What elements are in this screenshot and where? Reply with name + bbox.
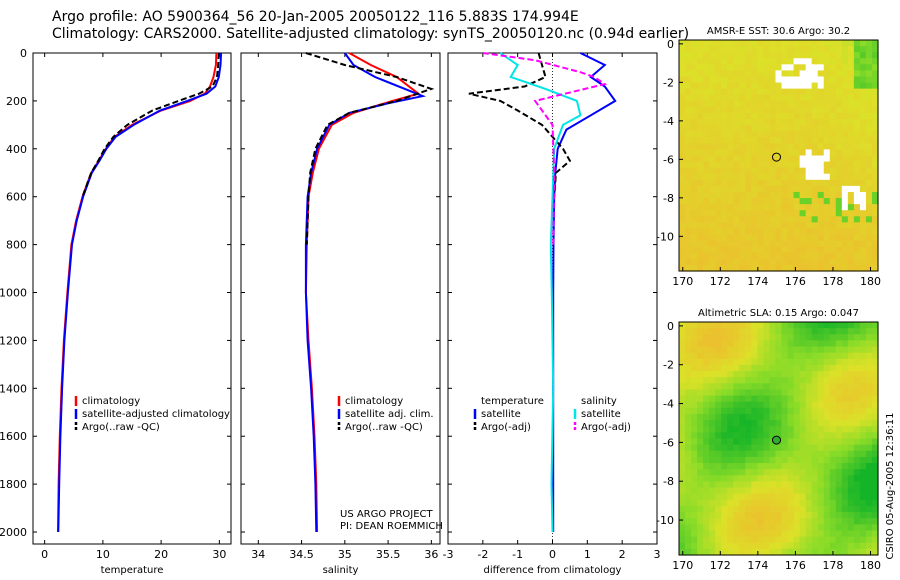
depth-tick-label: 800	[6, 239, 27, 252]
sla-map-field	[679, 322, 879, 556]
difference-xtick-label: 1	[584, 548, 591, 561]
sla-xtick-label: 170	[672, 559, 693, 572]
salinity-xtick-label: 34	[251, 548, 265, 561]
difference-series-salinity-satellite	[499, 52, 582, 533]
legend-label: Argo(-adj)	[581, 422, 631, 433]
depth-tick-label: 600	[6, 191, 27, 204]
sst-ytick-label: 0	[667, 38, 674, 51]
diff-legend-temperature-header: temperature	[481, 396, 544, 407]
salinity-xtick-label: 34.5	[289, 548, 314, 561]
sst-ytick-label: -2	[663, 76, 674, 89]
difference-series-temperature-argo-adj-	[468, 52, 572, 197]
temperature-xtick-label: 10	[96, 548, 110, 561]
sla-map-frame	[678, 321, 879, 556]
legend-label: satellite	[581, 409, 621, 420]
legend-label: climatology	[345, 396, 403, 407]
sst-xtick-label: 172	[710, 275, 731, 288]
temperature-x-axis-label: temperature	[101, 565, 164, 576]
sla-ytick-label: -8	[663, 475, 674, 488]
sst-xtick-label: 170	[672, 275, 693, 288]
sst-ytick-label: -10	[656, 230, 674, 243]
salinity-xtick-label: 36	[424, 548, 438, 561]
legend-label: Argo(-adj)	[481, 422, 531, 433]
sla-ytick-label: -4	[663, 398, 674, 411]
sla-ytick-label: -2	[663, 359, 674, 372]
depth-tick-label: 1200	[0, 334, 27, 347]
sst-argo-position-marker	[772, 152, 782, 162]
csiro-timestamp: CSIRO 05-Aug-2005 12:36:11	[885, 412, 896, 559]
depth-tick-label: 1800	[0, 478, 27, 491]
chart-title-line1: Argo profile: AO 5900364_56 20-Jan-2005 …	[52, 9, 579, 25]
sla-xtick-label: 176	[785, 559, 806, 572]
temperature-xtick-label: 20	[154, 548, 168, 561]
legend-label: satellite	[481, 409, 521, 420]
sst-ytick-label: -4	[663, 115, 674, 128]
sla-xtick-label: 174	[747, 559, 768, 572]
sst-ytick-label: -8	[663, 192, 674, 205]
sst-ytick-label: -6	[663, 153, 674, 166]
sla-ytick-label: 0	[667, 320, 674, 333]
difference-xtick-label: -2	[477, 548, 488, 561]
sla-xtick-label: 172	[710, 559, 731, 572]
difference-xtick-label: 3	[654, 548, 661, 561]
depth-tick-label: 400	[6, 143, 27, 156]
difference-xtick-label: -1	[512, 548, 523, 561]
sla-argo-position-marker	[772, 435, 782, 445]
sst-xtick-label: 180	[860, 275, 881, 288]
temperature-series-argo-raw-qc-	[81, 52, 220, 198]
difference-series-salinity-argo-adj-	[482, 52, 608, 245]
sst-xtick-label: 176	[785, 275, 806, 288]
difference-xtick-label: -3	[443, 548, 454, 561]
depth-tick-label: 1400	[0, 382, 27, 395]
depth-tick-label: 1600	[0, 430, 27, 443]
salinity-series-argo-raw-qc-	[305, 52, 435, 245]
salinity-x-axis-label: salinity	[323, 565, 359, 576]
salinity-xtick-label: 35.5	[376, 548, 401, 561]
depth-tick-label: 2000	[0, 526, 27, 539]
difference-x-axis-label: difference from climatology	[484, 565, 622, 576]
sst-map-frame	[678, 39, 879, 272]
sst-map-field	[679, 40, 879, 272]
sla-xtick-label: 178	[822, 559, 843, 572]
difference-xtick-label: 0	[549, 548, 556, 561]
depth-tick-label: 200	[6, 95, 27, 108]
legend-label: Argo(..raw -QC)	[82, 422, 160, 433]
diff-legend-salinity-header: salinity	[581, 396, 617, 407]
sla-ytick-label: -10	[656, 514, 674, 527]
depth-tick-label: 0	[20, 47, 27, 60]
sst-xtick-label: 174	[747, 275, 768, 288]
difference-xtick-label: 2	[619, 548, 626, 561]
legend-label: climatology	[82, 396, 140, 407]
depth-tick-label: 1000	[0, 287, 27, 300]
salinity-plot-frame	[240, 52, 441, 545]
sla-xtick-label: 180	[860, 559, 881, 572]
sla-ytick-label: -6	[663, 436, 674, 449]
sla-map-title: Altimetric SLA: 0.15 Argo: 0.047	[698, 308, 859, 319]
temperature-series-satellite-adjusted-climatology	[57, 52, 223, 533]
sst-map-title: AMSR-E SST: 30.6 Argo: 30.2	[707, 26, 850, 37]
salinity-annotation-pi: PI: DEAN ROEMMICH	[340, 521, 443, 532]
legend-label: satellite-adjusted climatology	[82, 409, 230, 420]
sst-xtick-label: 178	[822, 275, 843, 288]
salinity-xtick-label: 35	[338, 548, 352, 561]
salinity-annotation-project: US ARGO PROJECT	[340, 509, 434, 520]
temperature-xtick-label: 30	[212, 548, 226, 561]
legend-label: satellite adj. clim.	[345, 409, 434, 420]
legend-label: Argo(..raw -QC)	[345, 422, 423, 433]
chart-title-line2: Climatology: CARS2000. Satellite-adjuste…	[52, 26, 690, 42]
temperature-xtick-label: 0	[41, 548, 48, 561]
